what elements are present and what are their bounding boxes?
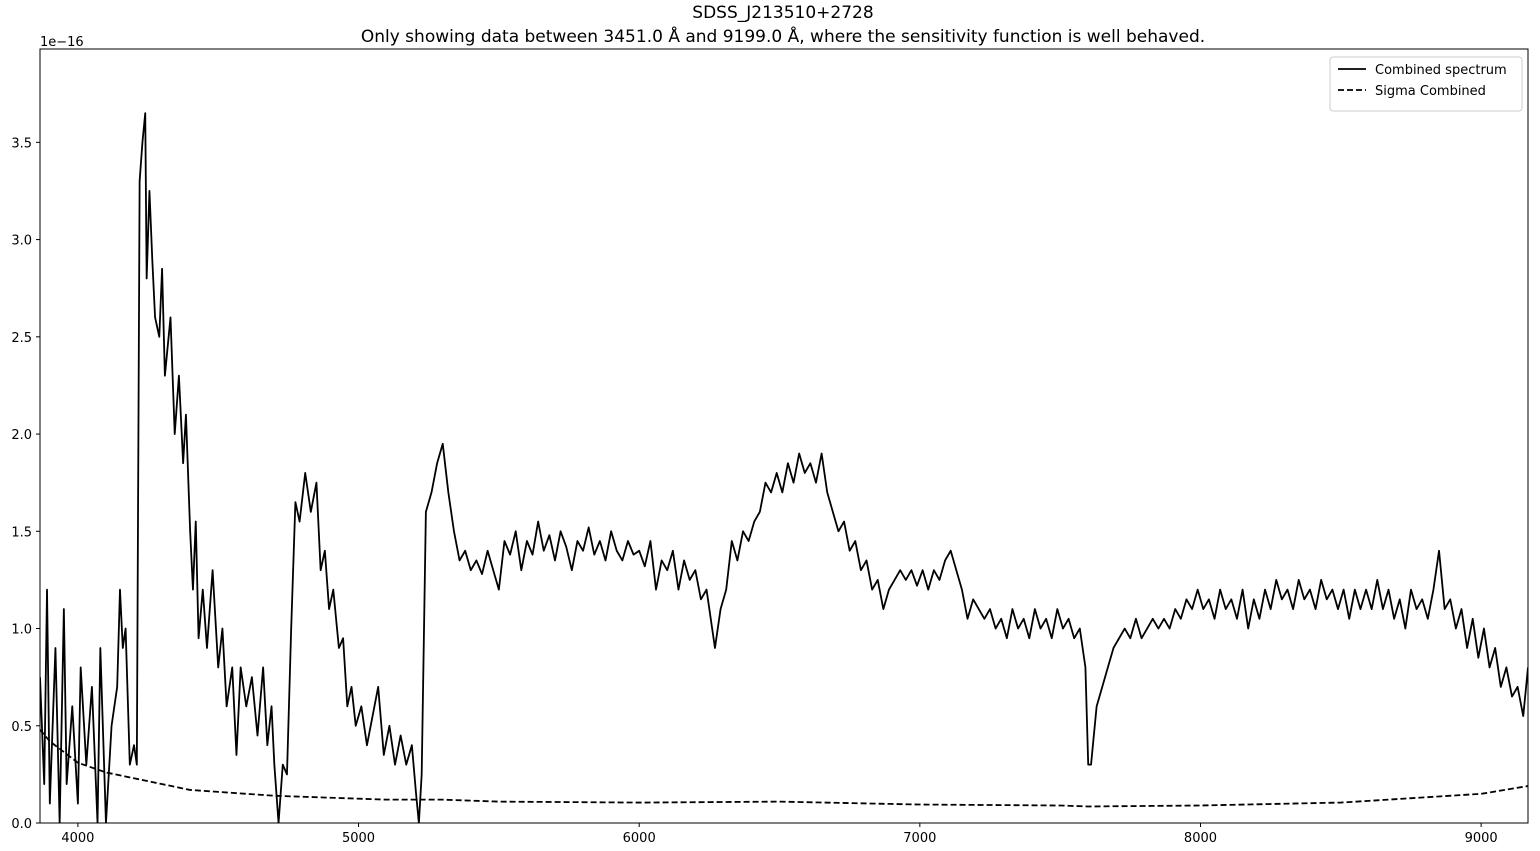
y-tick-label: 3.0: [11, 234, 32, 249]
x-tick-label: 7000: [903, 831, 936, 846]
y-tick-label: 2.0: [11, 428, 32, 443]
axes-frame: [39, 48, 1529, 824]
legend-box: [1329, 56, 1523, 112]
y-tick-label: 2.5: [11, 331, 32, 346]
x-tick-label: 5000: [342, 831, 375, 846]
legend: Combined spectrum Sigma Combined: [1329, 56, 1523, 112]
plot-area: [40, 112, 1528, 823]
chart-subtitle: Only showing data between 3451.0 Å and 9…: [361, 25, 1205, 47]
legend-label: Sigma Combined: [1375, 84, 1486, 99]
y-tick-label: 3.5: [11, 136, 32, 151]
chart-title: SDSS_J213510+2728: [692, 3, 873, 23]
y-offset-label: 1e−16: [40, 35, 84, 50]
x-tick-label: 8000: [1184, 831, 1217, 846]
y-tick-label: 1.0: [11, 623, 32, 638]
series-line: [40, 112, 1528, 823]
x-tick-label: 6000: [623, 831, 656, 846]
y-tick-label: 1.5: [11, 525, 32, 540]
y-tick-label: 0.5: [11, 720, 32, 735]
legend-label: Combined spectrum: [1375, 63, 1507, 78]
x-tick-label: 4000: [61, 831, 94, 846]
x-tick-label: 9000: [1465, 831, 1498, 846]
y-tick-label: 0.0: [11, 817, 32, 832]
series-line: [40, 729, 1528, 808]
